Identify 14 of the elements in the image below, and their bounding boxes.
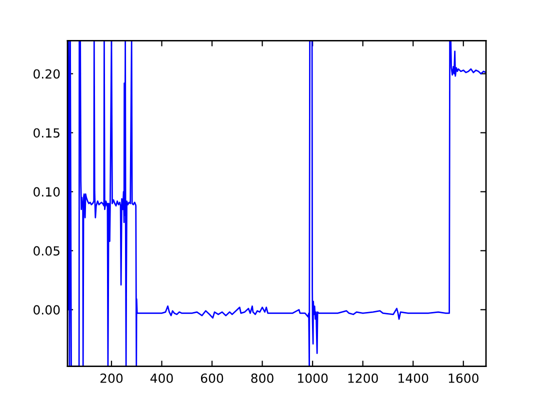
x-tick-label: 600: [200, 373, 224, 383]
x-tick-label: 1600: [448, 373, 478, 383]
y-tick-label: 0.10: [34, 187, 60, 197]
x-tick-label: 400: [150, 373, 173, 383]
x-tick-label: 1000: [298, 373, 328, 383]
x-tick-label: 1400: [398, 373, 428, 383]
x-tick-label: 1200: [348, 373, 378, 383]
x-tick-label: 200: [100, 373, 123, 383]
y-tick-label: 0.15: [34, 128, 60, 138]
y-tick-label: 0.20: [34, 69, 60, 79]
x-tick-label: 800: [251, 373, 274, 383]
line-series: [68, 40, 486, 366]
y-tick-label: 0.05: [34, 246, 60, 256]
y-tick-label: 0.00: [34, 305, 60, 315]
